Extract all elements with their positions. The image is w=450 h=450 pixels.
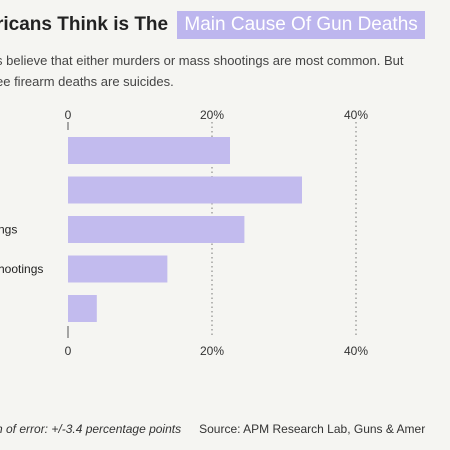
x-tick-label-bottom-2: 40% bbox=[344, 344, 368, 358]
source-note: Source: APM Research Lab, Guns & Amer bbox=[199, 422, 426, 436]
x-tick-label-top-0: 0 bbox=[65, 108, 72, 122]
bar-4 bbox=[68, 295, 97, 322]
chart-title: ricans Think is The Main Cause Of Gun De… bbox=[0, 8, 425, 42]
x-tick-label-bottom-0: 0 bbox=[65, 344, 72, 358]
category-label-2: ngs bbox=[0, 223, 17, 237]
title-highlight: Main Cause Of Gun Deaths bbox=[177, 11, 425, 39]
bar-3 bbox=[68, 255, 168, 283]
chart-footer: n of error: +/-3.4 percentage points Sour… bbox=[0, 422, 425, 436]
title-prefix: ricans Think is The bbox=[0, 14, 169, 35]
category-label-3: hootings bbox=[0, 262, 43, 276]
subtitle-line-1: s believe that either murders or mass sh… bbox=[0, 53, 404, 68]
x-tick-label-top-2: 40% bbox=[344, 108, 368, 122]
bar-1 bbox=[68, 176, 302, 204]
subtitle-line-2: ee firearm deaths are suicides. bbox=[0, 74, 174, 89]
x-tick-label-top-1: 20% bbox=[200, 108, 224, 122]
bar-2 bbox=[68, 216, 245, 243]
x-tick-label-bottom-1: 20% bbox=[200, 344, 224, 358]
margin-of-error-note: n of error: +/-3.4 percentage points bbox=[0, 422, 182, 436]
bar-0 bbox=[68, 137, 230, 164]
chart-subtitle: s believe that either murders or mass sh… bbox=[0, 50, 450, 92]
